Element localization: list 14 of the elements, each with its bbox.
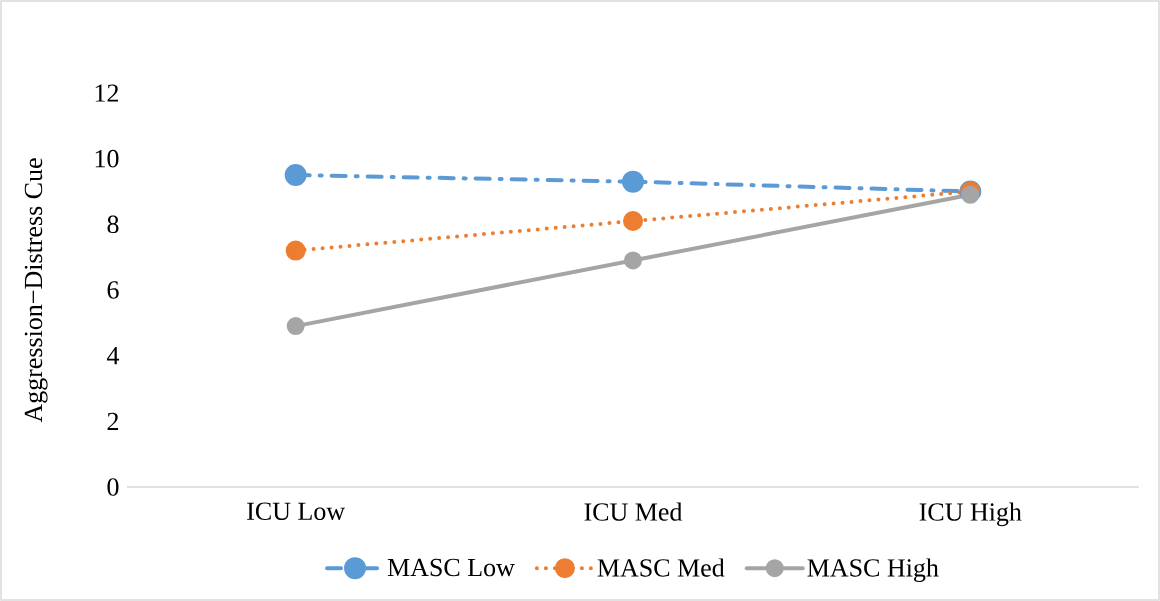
y-tick-label: 12 <box>95 84 119 102</box>
legend-label: MASC Low <box>387 558 515 577</box>
y-tick-label: 4 <box>106 347 120 365</box>
x-tick-label: ICU High <box>919 502 1022 527</box>
y-tick-label: 0 <box>107 478 119 496</box>
legend-label: MASC Med <box>597 558 725 577</box>
y-tick-label: 6 <box>107 281 119 299</box>
y-axis-title: Aggression−Distress Cue <box>24 158 48 423</box>
x-tick-label: ICU Low <box>247 502 345 520</box>
legend-label: MASC High <box>807 558 939 583</box>
x-tick-label: ICU Med <box>584 502 683 521</box>
y-tick-label: 2 <box>107 412 119 430</box>
y-tick-label: 10 <box>95 149 119 168</box>
y-tick-label: 8 <box>107 215 119 234</box>
